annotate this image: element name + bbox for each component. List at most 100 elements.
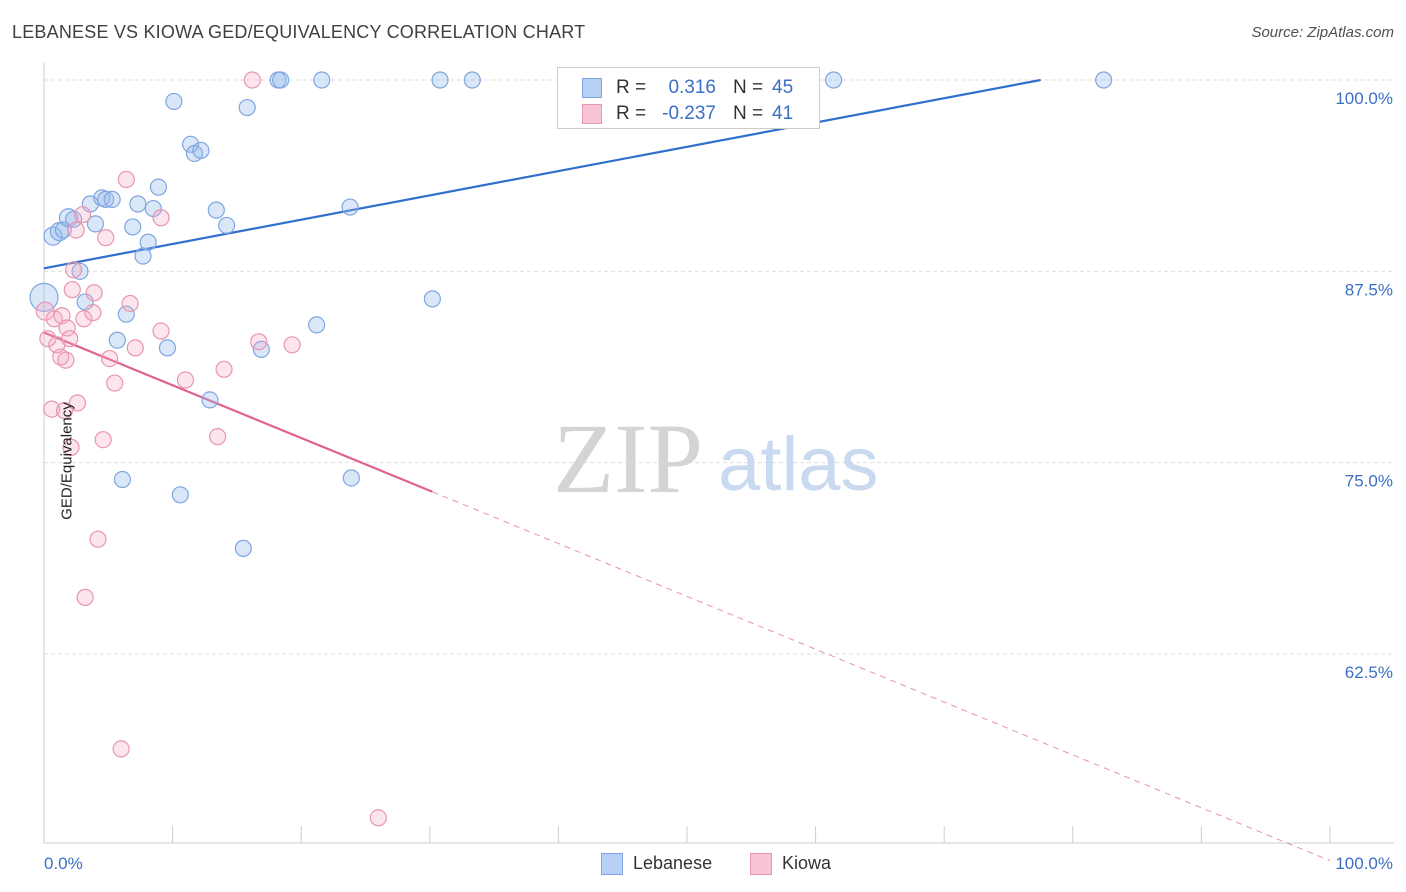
point-kiowa bbox=[100, 349, 119, 368]
trend-lines bbox=[43, 78, 1331, 862]
trend-line-extension-kiowa bbox=[432, 491, 1331, 862]
point-kiowa bbox=[250, 333, 268, 351]
point-lebanese bbox=[165, 92, 183, 111]
point-kiowa bbox=[215, 360, 233, 378]
point-lebanese bbox=[218, 216, 236, 235]
point-lebanese bbox=[182, 135, 200, 153]
point-kiowa bbox=[209, 428, 227, 446]
point-kiowa bbox=[63, 281, 81, 299]
y-tick-label: 100.0% bbox=[1335, 89, 1393, 108]
point-kiowa bbox=[62, 438, 80, 456]
point-lebanese bbox=[103, 190, 121, 208]
chart-title: LEBANESE VS KIOWA GED/EQUIVALENCY CORREL… bbox=[12, 22, 586, 42]
legend-r-value: 0.316 bbox=[668, 77, 716, 98]
point-lebanese bbox=[54, 221, 72, 239]
source-label: Source: ZipAtlas.com bbox=[1251, 24, 1394, 41]
legend-r-label: R = bbox=[616, 103, 647, 124]
point-lebanese bbox=[238, 98, 256, 117]
point-kiowa bbox=[126, 339, 144, 357]
point-kiowa bbox=[61, 330, 79, 348]
point-lebanese bbox=[171, 486, 189, 504]
point-kiowa bbox=[85, 284, 103, 302]
point-kiowa bbox=[76, 588, 94, 606]
point-lebanese bbox=[308, 316, 326, 334]
point-kiowa bbox=[64, 261, 83, 279]
point-lebanese bbox=[117, 305, 135, 323]
point-lebanese bbox=[139, 233, 157, 251]
trend-line-kiowa bbox=[43, 331, 433, 493]
point-kiowa bbox=[55, 402, 74, 420]
watermark-atlas: atlas bbox=[718, 422, 879, 507]
point-kiowa bbox=[58, 319, 76, 337]
legend-n-value: 45 bbox=[772, 77, 794, 98]
point-lebanese bbox=[192, 141, 210, 160]
point-kiowa bbox=[89, 530, 107, 548]
point-lebanese bbox=[234, 539, 252, 557]
point-kiowa bbox=[84, 304, 102, 322]
legend-n-label: N = bbox=[733, 103, 764, 124]
legend-r-value: -0.237 bbox=[662, 103, 716, 124]
point-kiowa bbox=[283, 336, 301, 354]
point-kiowa bbox=[68, 394, 87, 412]
point-kiowa bbox=[106, 374, 124, 392]
point-kiowa bbox=[243, 71, 261, 89]
point-lebanese bbox=[313, 71, 331, 89]
legend-swatch-lebanese bbox=[582, 78, 602, 98]
correlation-legend: R = 0.316 N = 45 R = -0.237 N = 41 bbox=[557, 67, 820, 129]
y-tick-label: 87.5% bbox=[1345, 280, 1393, 299]
point-kiowa bbox=[43, 400, 61, 418]
point-kiowa bbox=[39, 330, 57, 348]
watermark: ZIP atlas bbox=[553, 403, 879, 514]
watermark-zip: ZIP bbox=[553, 403, 703, 514]
point-lebanese bbox=[108, 331, 126, 349]
axes bbox=[43, 63, 1394, 844]
point-kiowa bbox=[67, 221, 85, 239]
point-lebanese bbox=[124, 218, 142, 236]
trend-line-lebanese bbox=[43, 78, 1041, 270]
series-legend: Lebanese Kiowa bbox=[0, 852, 1406, 876]
point-lebanese bbox=[272, 71, 290, 89]
point-lebanese bbox=[825, 71, 843, 89]
legend-r-label: R = bbox=[616, 77, 647, 98]
point-kiowa bbox=[121, 294, 139, 313]
series-label-kiowa: Kiowa bbox=[782, 853, 832, 873]
point-lebanese bbox=[1095, 71, 1113, 89]
tick-labels: 100.0% 87.5% 75.0% 62.5% 0.0% 100.0% bbox=[44, 89, 1393, 873]
point-kiowa bbox=[75, 310, 93, 328]
point-lebanese bbox=[158, 339, 177, 357]
gridlines bbox=[44, 79, 1394, 655]
point-kiowa bbox=[369, 809, 387, 827]
point-lebanese bbox=[201, 391, 219, 409]
series-swatch-kiowa bbox=[750, 853, 772, 875]
point-lebanese bbox=[86, 215, 105, 233]
legend-n-label: N = bbox=[733, 77, 764, 98]
legend-n-value: 41 bbox=[772, 103, 794, 124]
point-kiowa bbox=[117, 170, 135, 189]
point-kiowa bbox=[176, 371, 195, 389]
y-tick-label: 75.0% bbox=[1345, 472, 1393, 491]
series-label-lebanese: Lebanese bbox=[633, 853, 713, 873]
point-lebanese bbox=[207, 201, 225, 219]
point-lebanese bbox=[113, 470, 132, 489]
point-kiowa bbox=[57, 351, 75, 369]
x-tick-label: 0.0% bbox=[44, 854, 83, 873]
point-lebanese bbox=[129, 195, 147, 213]
legend-row-lebanese: R = 0.316 N = 45 bbox=[558, 75, 819, 101]
point-lebanese bbox=[149, 178, 168, 196]
point-kiowa bbox=[97, 229, 115, 247]
legend-row-kiowa: R = -0.237 N = 41 bbox=[558, 101, 819, 127]
y-tick-label: 62.5% bbox=[1345, 663, 1393, 682]
series-swatch-lebanese bbox=[601, 853, 623, 875]
point-lebanese bbox=[341, 198, 359, 216]
point-lebanese bbox=[97, 190, 115, 208]
point-kiowa bbox=[94, 431, 112, 449]
x-tick-label: 100.0% bbox=[1335, 854, 1393, 873]
point-kiowa bbox=[52, 348, 70, 366]
point-kiowa bbox=[112, 740, 130, 758]
data-points bbox=[29, 71, 1113, 827]
y-axis-title: GED/Equivalency bbox=[58, 402, 76, 520]
legend-swatch-kiowa bbox=[582, 104, 602, 124]
point-kiowa bbox=[73, 206, 92, 224]
point-lebanese bbox=[64, 210, 83, 228]
point-lebanese bbox=[463, 71, 481, 89]
